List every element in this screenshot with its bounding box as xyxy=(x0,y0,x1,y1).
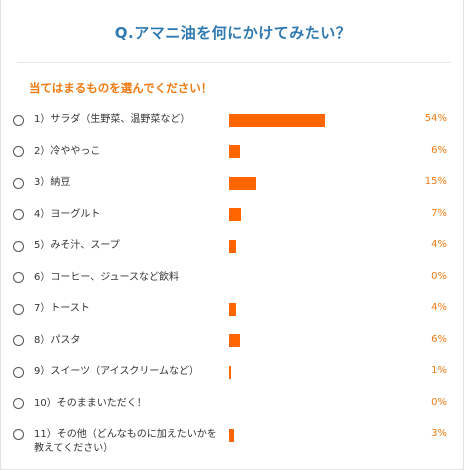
option-label-1: 1）サラダ（生野菜、温野菜など） xyxy=(34,114,191,125)
option-label-10: 10）そのままいただく！ xyxy=(34,397,147,409)
option-row-5[interactable]: 5）みそ汁、スープ 4% xyxy=(1,231,464,261)
option-row-11[interactable]: 11）その他（どんなものに加えたいかを教えてください） 3% xyxy=(1,420,464,454)
option-label-2: 2）冷ややっこ xyxy=(34,145,101,157)
option-bar-1 xyxy=(229,113,325,127)
option-radio-5[interactable] xyxy=(13,240,24,252)
option-radio-2[interactable] xyxy=(13,146,24,157)
option-label-6: 6）コーヒー、ジュースなど飲料 xyxy=(34,271,180,283)
option-radio-11[interactable] xyxy=(13,428,24,440)
instruction-text: 当てはまるものを選んでください！ xyxy=(29,81,213,95)
option-label-8: 8）パスタ xyxy=(34,334,81,346)
option-radio-10[interactable] xyxy=(13,398,24,409)
option-percent-4: 7% xyxy=(431,207,447,219)
option-row-9[interactable]: 9）スイーツ（アイスクリームなど） 1% xyxy=(1,357,464,387)
option-radio-7[interactable] xyxy=(13,303,24,315)
option-label-5: 5）みそ汁、スープ xyxy=(34,240,120,251)
option-row-10[interactable]: 10）そのままいただく！ 0% xyxy=(1,389,464,419)
option-bar-7 xyxy=(229,302,237,316)
option-percent-8: 6% xyxy=(431,333,447,345)
option-bar-9 xyxy=(229,365,231,379)
option-percent-6: 0% xyxy=(431,270,447,282)
option-bar-5 xyxy=(229,239,237,253)
option-percent-10: 0% xyxy=(431,396,447,408)
option-radio-3[interactable] xyxy=(13,177,24,189)
option-bar-8 xyxy=(229,334,240,347)
option-row-7[interactable]: 7）トースト 4% xyxy=(1,294,464,324)
option-radio-6[interactable] xyxy=(13,272,24,283)
option-row-8[interactable]: 8）パスタ 6% xyxy=(1,326,464,356)
option-label-3: 3）納豆 xyxy=(34,177,71,188)
option-row-4[interactable]: 4）ヨーグルト 7% xyxy=(1,200,464,230)
option-label-9: 9）スイーツ（アイスクリームなど） xyxy=(34,366,200,377)
option-radio-9[interactable] xyxy=(13,366,24,378)
option-percent-5: 4% xyxy=(431,239,447,250)
option-bar-2 xyxy=(229,145,240,158)
option-bar-11 xyxy=(229,428,235,442)
option-radio-4[interactable] xyxy=(13,209,24,220)
option-row-6[interactable]: 6）コーヒー、ジュースなど飲料 0% xyxy=(1,263,464,293)
option-percent-7: 4% xyxy=(431,302,447,313)
option-label-11: 11）その他（どんなものに加えたいかを教えてください） xyxy=(34,429,217,454)
option-row-2[interactable]: 2）冷ややっこ 6% xyxy=(1,137,464,167)
title-divider xyxy=(17,62,451,63)
option-percent-3: 15% xyxy=(424,176,447,187)
option-percent-2: 6% xyxy=(431,144,447,156)
option-label-7: 7）トースト xyxy=(34,303,90,314)
option-radio-8[interactable] xyxy=(13,335,24,346)
option-row-1[interactable]: 1）サラダ（生野菜、温野菜など） 54% xyxy=(1,105,464,135)
option-percent-9: 1% xyxy=(431,365,447,376)
option-percent-11: 3% xyxy=(431,428,447,439)
option-radio-1[interactable] xyxy=(13,114,24,126)
option-bar-3 xyxy=(229,176,256,190)
question-title: Q.アマニ油を何にかけてみたい？ xyxy=(114,24,352,42)
option-bar-4 xyxy=(229,208,242,221)
option-row-3[interactable]: 3）納豆 15% xyxy=(1,168,464,198)
option-label-4: 4）ヨーグルト xyxy=(34,208,101,220)
option-percent-1: 54% xyxy=(424,113,447,124)
